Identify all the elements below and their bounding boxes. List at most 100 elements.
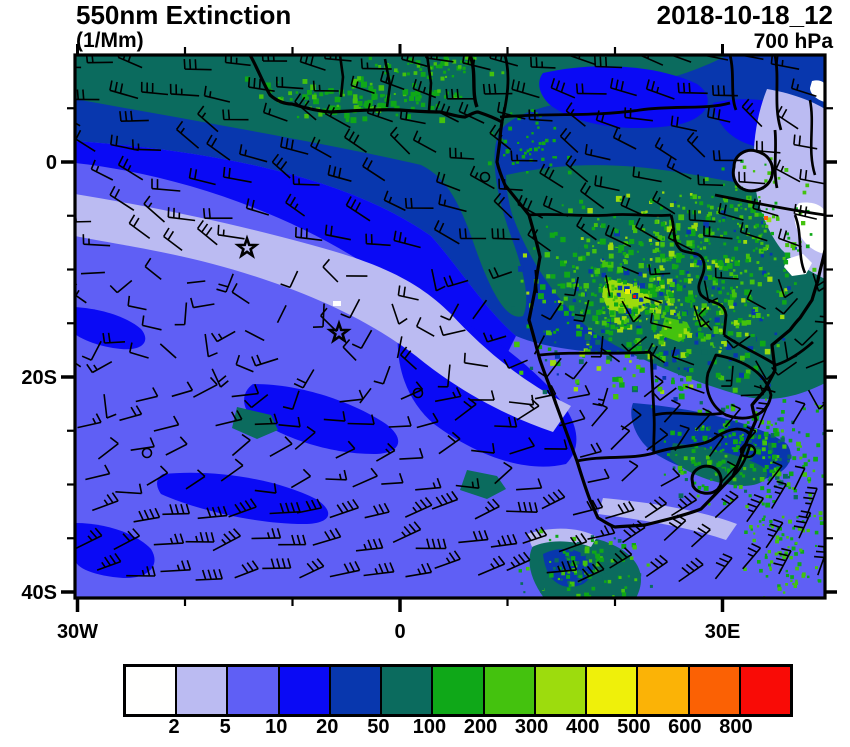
wind-barb [405,562,433,578]
speckle [674,349,680,355]
field-region-lavender-band [75,194,571,432]
speckle [617,248,622,253]
speckle [660,253,666,259]
speckle [609,310,615,316]
speckle [706,204,710,208]
speckle [777,584,781,588]
speckle [604,580,607,583]
speckle [801,574,806,578]
speckle [765,224,769,228]
wind-barb [234,560,259,579]
speckle [542,299,546,304]
wind-barb [216,273,234,293]
speckle [658,352,663,356]
speckle [690,255,694,259]
speckle [722,501,727,506]
speckle [713,326,718,331]
speckle [659,330,663,335]
speckle [280,96,283,99]
calm-wind-circle [141,447,153,459]
speckle [543,330,546,333]
speckle [747,296,753,303]
speckle [602,261,608,268]
speckle [307,90,312,95]
speckle [608,253,614,259]
speckle [567,570,571,574]
speckle [760,254,764,258]
speckle [638,354,644,360]
speckle [691,228,696,233]
speckle [634,220,639,225]
speckle [794,581,799,585]
speckle [584,334,591,340]
wind-barb [765,518,784,549]
speckle [614,317,620,324]
speckle [597,218,600,221]
wind-barb [703,280,719,304]
colorbar-cell-7 [482,667,534,714]
speckle [713,344,717,347]
speckle [784,552,788,556]
speckle [598,287,601,290]
speckle [806,528,810,533]
speckle [368,56,372,61]
speckle [628,293,634,299]
speckle [796,441,801,447]
speckle [677,367,680,370]
wind-barb [651,190,676,215]
speckle [618,307,625,314]
speckle [606,305,610,309]
speckle [710,233,713,236]
speckle [716,211,720,215]
speckle [764,555,768,559]
speckle [629,360,632,363]
wind-barb [310,136,332,159]
speckle [335,105,341,111]
speckle [776,455,780,458]
speckle [429,67,433,70]
wind-barb [738,171,766,185]
speckle [763,515,766,518]
wind-barb [594,175,620,192]
speckle [441,61,445,65]
speckle [426,75,431,79]
speckle [595,204,599,208]
speckle [519,370,524,375]
speckle [580,311,583,314]
speckle [563,310,569,316]
speckle [618,236,624,242]
speckle [395,113,399,117]
header-left: 550nm Extinction (1/Mm) [76,2,291,51]
speckle [578,293,581,297]
wind-barb [458,228,487,240]
accent-speck [333,301,341,306]
speckle [790,575,794,579]
speckle [572,252,578,258]
pressure-level-label: 700 hPa [753,30,833,53]
wind-barb [75,361,82,368]
speckle [796,516,799,519]
speckle [552,139,556,143]
speckle [697,196,701,199]
speckle [649,258,653,261]
speckle [604,565,610,571]
speckle [557,300,561,303]
speckle [660,221,666,227]
speckle [695,295,698,298]
speckle [557,577,560,581]
speckle [629,238,635,244]
speckle [767,272,770,275]
speckle [608,337,613,342]
speckle [694,462,698,467]
speckle [510,112,513,115]
speckle [635,338,641,345]
speckle [693,261,700,268]
speckle [596,310,602,315]
speckle [682,311,687,317]
speckle [772,454,777,460]
speckle [740,159,744,163]
speckle [776,290,780,293]
wind-barb [217,224,245,240]
wind-barb [645,79,675,100]
